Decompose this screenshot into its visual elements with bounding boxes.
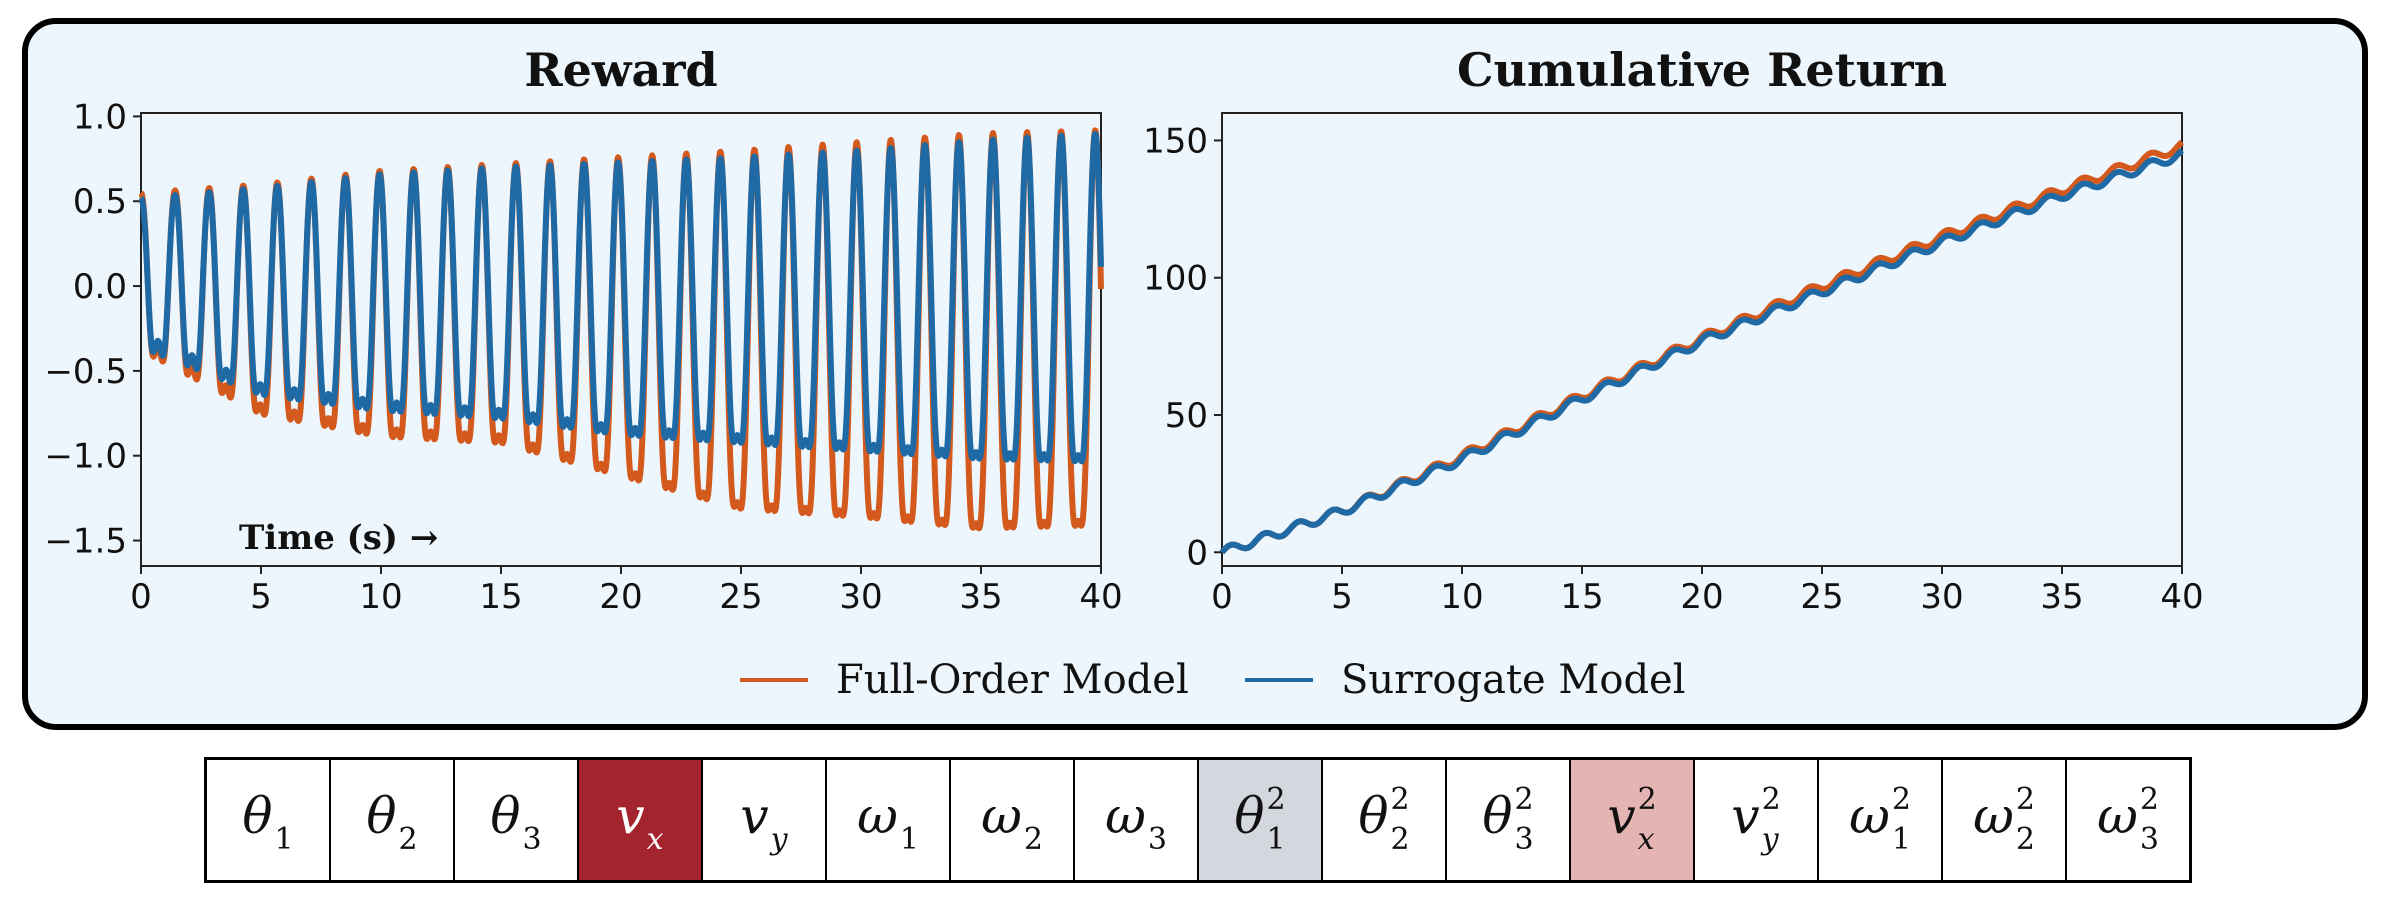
series-line-surrogate	[138, 131, 1104, 465]
y-tick-label: 150	[1143, 121, 1208, 161]
reward-chart: Reward 0 5 10 15 20 25 30 35 40 −1.5 −1.0 −0.5 0.0 0.5…	[44, 43, 1122, 617]
y-tick-label: 50	[1165, 396, 1208, 436]
x-tick-label: 35	[959, 577, 1002, 617]
y-tick-label: −1.0	[44, 437, 127, 477]
legend-item-surrogate: Surrogate Model	[1245, 650, 1686, 710]
y-tick-label: 0.5	[73, 182, 127, 222]
legend-swatch-full-order	[740, 678, 808, 682]
x-tick-label: 25	[1800, 577, 1843, 617]
x-tick-label: 30	[1920, 577, 1963, 617]
y-tick-label: −1.5	[44, 522, 127, 562]
y-tick-label: 100	[1143, 259, 1208, 299]
x-tick-label: 15	[479, 577, 522, 617]
x-tick-label: 15	[1560, 577, 1603, 617]
x-tick-label: 0	[130, 577, 152, 617]
y-tick-label: −0.5	[44, 352, 127, 392]
x-tick-label: 20	[1680, 577, 1723, 617]
x-tick-label: 35	[2040, 577, 2083, 617]
x-axis-label: Time (s) →	[239, 518, 438, 558]
x-tick-label: 10	[359, 577, 402, 617]
chart-title: Cumulative Return	[1457, 43, 1947, 97]
legend: Full-Order Model Surrogate Model	[0, 650, 2386, 710]
charts-canvas: Reward 0 5 10 15 20 25 30 35 40 −1.5 −1.0 −0.5 0.0 0.5…	[44, 43, 2204, 617]
cumulative-return-chart: Cumulative Return 0 5 10 15 20 25 30 35 40 0 50 100 1…	[1143, 43, 2204, 617]
y-tick-label: 1.0	[73, 97, 127, 137]
x-tick-label: 0	[1211, 577, 1233, 617]
legend-label-surrogate: Surrogate Model	[1341, 657, 1686, 703]
x-tick-label: 40	[2160, 577, 2203, 617]
x-tick-label: 20	[599, 577, 642, 617]
legend-swatch-surrogate	[1245, 678, 1313, 682]
x-tick-label: 25	[719, 577, 762, 617]
y-tick-label: 0	[1186, 533, 1208, 573]
legend-item-full-order: Full-Order Model	[740, 650, 1189, 710]
y-tick-label: 0.0	[73, 267, 127, 307]
x-tick-label: 10	[1440, 577, 1483, 617]
series-line-surrogate	[1219, 147, 2184, 555]
legend-label-full-order: Full-Order Model	[836, 657, 1189, 703]
x-tick-label: 5	[250, 577, 272, 617]
chart-title: Reward	[524, 43, 717, 97]
x-tick-label: 5	[1331, 577, 1353, 617]
x-tick-label: 40	[1079, 577, 1122, 617]
x-tick-label: 30	[839, 577, 882, 617]
